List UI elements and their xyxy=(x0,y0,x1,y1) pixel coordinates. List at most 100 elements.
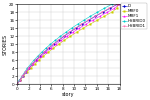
HYBRID1 xyxy=(108,8,110,9)
MRF0 xyxy=(30,68,32,69)
HYBRID0 xyxy=(77,24,78,25)
D xyxy=(69,32,71,33)
Line: D: D xyxy=(16,4,118,85)
D xyxy=(39,56,41,57)
HYBRID1 xyxy=(68,32,70,33)
MRF0 xyxy=(42,56,44,57)
D xyxy=(109,8,111,9)
HYBRID1 xyxy=(24,72,26,73)
HYBRID1 xyxy=(57,40,59,41)
MRF1 xyxy=(45,52,47,53)
MRF0 xyxy=(76,32,78,33)
HYBRID0 xyxy=(41,52,43,53)
HYBRID0 xyxy=(60,36,61,37)
MRF1 xyxy=(25,72,27,73)
HYBRID0 xyxy=(30,64,32,65)
MRF0 xyxy=(47,52,49,53)
MRF1 xyxy=(19,80,21,81)
HYBRID0 xyxy=(50,44,51,45)
MRF1 xyxy=(55,44,57,45)
D xyxy=(48,48,50,49)
MRF1 xyxy=(118,4,120,5)
D xyxy=(81,24,83,25)
HYBRID0 xyxy=(27,68,28,69)
D xyxy=(35,60,37,61)
D xyxy=(22,76,24,77)
MRF1 xyxy=(114,8,115,9)
HYBRID1 xyxy=(74,28,76,29)
HYBRID1 xyxy=(39,56,40,57)
HYBRID1 xyxy=(34,60,36,61)
HYBRID1 xyxy=(31,64,33,65)
Line: MRF0: MRF0 xyxy=(16,4,119,85)
Y-axis label: STORIES: STORIES xyxy=(3,34,8,55)
HYBRID1 xyxy=(81,24,82,25)
MRF0 xyxy=(16,84,18,85)
D xyxy=(75,28,77,29)
D xyxy=(25,72,27,73)
MRF1 xyxy=(85,24,87,25)
HYBRID0 xyxy=(45,48,47,49)
HYBRID0 xyxy=(71,28,72,29)
MRF1 xyxy=(92,20,93,21)
MRF0 xyxy=(96,20,98,21)
HYBRID0 xyxy=(19,80,20,81)
MRF1 xyxy=(40,56,42,57)
HYBRID0 xyxy=(103,8,105,9)
X-axis label: story: story xyxy=(62,92,75,97)
MRF0 xyxy=(34,64,35,65)
D xyxy=(28,68,30,69)
HYBRID0 xyxy=(16,84,18,85)
D xyxy=(116,4,118,5)
MRF0 xyxy=(118,4,119,5)
HYBRID1 xyxy=(43,52,45,53)
HYBRID1 xyxy=(52,44,54,45)
D xyxy=(16,84,18,85)
HYBRID0 xyxy=(21,76,23,77)
D xyxy=(43,52,45,53)
Line: HYBRID1: HYBRID1 xyxy=(16,4,118,85)
MRF0 xyxy=(58,44,60,45)
D xyxy=(63,36,65,37)
MRF0 xyxy=(38,60,40,61)
D xyxy=(19,80,21,81)
MRF1 xyxy=(99,16,101,17)
HYBRID0 xyxy=(24,72,26,73)
HYBRID0 xyxy=(33,60,35,61)
HYBRID0 xyxy=(37,56,39,57)
MRF1 xyxy=(60,40,62,41)
MRF0 xyxy=(63,40,65,41)
MRF0 xyxy=(52,48,54,49)
HYBRID1 xyxy=(16,84,18,85)
Line: MRF1: MRF1 xyxy=(16,4,120,85)
MRF1 xyxy=(16,84,18,85)
Legend: D, MRF0, MRF1, HYBRID0, HYBRID1: D, MRF0, MRF1, HYBRID0, HYBRID1 xyxy=(121,3,147,29)
D xyxy=(58,40,60,41)
HYBRID0 xyxy=(96,12,98,13)
D xyxy=(31,64,33,65)
HYBRID1 xyxy=(101,12,103,13)
D xyxy=(102,12,103,13)
HYBRID1 xyxy=(19,80,21,81)
HYBRID0 xyxy=(54,40,56,41)
MRF0 xyxy=(111,12,112,13)
MRF0 xyxy=(69,36,71,37)
MRF1 xyxy=(28,68,30,69)
MRF0 xyxy=(103,16,105,17)
MRF0 xyxy=(116,8,118,9)
MRF0 xyxy=(19,80,21,81)
HYBRID1 xyxy=(116,4,118,5)
HYBRID0 xyxy=(89,16,91,17)
Line: HYBRID0: HYBRID0 xyxy=(16,4,112,85)
MRF1 xyxy=(36,60,38,61)
HYBRID1 xyxy=(47,48,49,49)
MRF1 xyxy=(50,48,52,49)
MRF1 xyxy=(106,12,108,13)
D xyxy=(94,16,96,17)
MRF1 xyxy=(78,28,80,29)
D xyxy=(53,44,54,45)
HYBRID1 xyxy=(63,36,64,37)
MRF1 xyxy=(32,64,34,65)
MRF0 xyxy=(22,76,24,77)
MRF1 xyxy=(72,32,74,33)
